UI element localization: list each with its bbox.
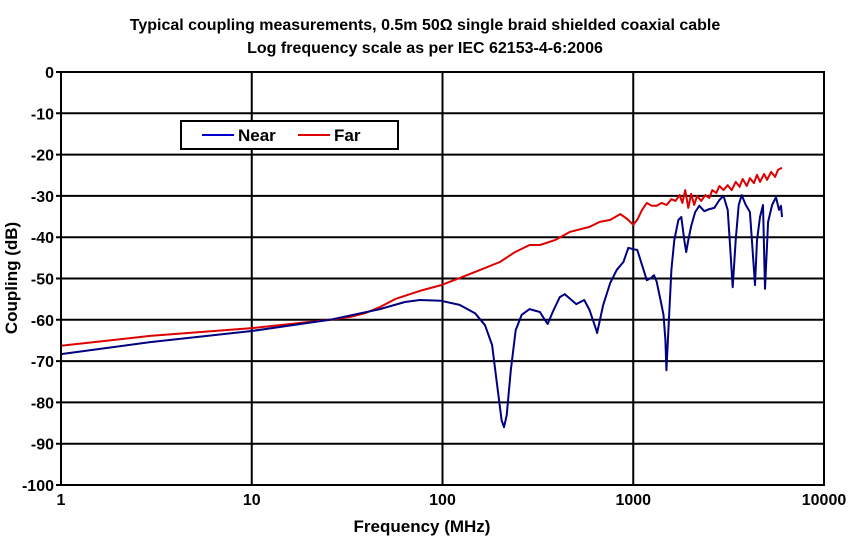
series-line-near xyxy=(60,194,783,429)
x-axis-label: Frequency (MHz) xyxy=(354,517,491,536)
chart-title: Typical coupling measurements, 0.5m 50Ω … xyxy=(130,17,721,34)
y-tick-label: -20 xyxy=(31,148,54,165)
series-line-far xyxy=(60,166,783,347)
y-axis-label: Coupling (dB) xyxy=(2,222,21,334)
x-tick-label: 1 xyxy=(57,492,66,509)
y-tick-label: -80 xyxy=(31,395,54,412)
plot-area-frame xyxy=(60,71,825,486)
chart-subtitle: Log frequency scale as per IEC 62153-4-6… xyxy=(247,40,603,57)
y-tick-label: -70 xyxy=(31,354,54,371)
y-tick-label: -30 xyxy=(31,189,54,206)
x-tick-label: 100 xyxy=(429,492,456,509)
x-tick-labels: 1 10 100 1000 10000 xyxy=(57,492,847,509)
y-tick-label: -40 xyxy=(31,230,54,247)
y-tick-label: -60 xyxy=(31,313,54,330)
y-tick-label: -90 xyxy=(31,437,54,454)
y-tick-label: 0 xyxy=(45,65,54,82)
legend: Near Far xyxy=(180,120,399,150)
y-tick-label: -10 xyxy=(31,106,54,123)
legend-label-near: Near xyxy=(238,126,276,145)
y-tick-label: -50 xyxy=(31,272,54,289)
x-tick-label: 10 xyxy=(243,492,261,509)
y-tick-labels: 0 -10 -20 -30 -40 -50 -60 -70 -80 -90 -100 xyxy=(22,65,54,495)
legend-label-far: Far xyxy=(334,126,361,145)
x-tick-label: 1000 xyxy=(615,492,651,509)
y-tick-label: -100 xyxy=(22,478,54,495)
series-lines xyxy=(60,166,783,429)
x-tick-label: 10000 xyxy=(802,492,847,509)
